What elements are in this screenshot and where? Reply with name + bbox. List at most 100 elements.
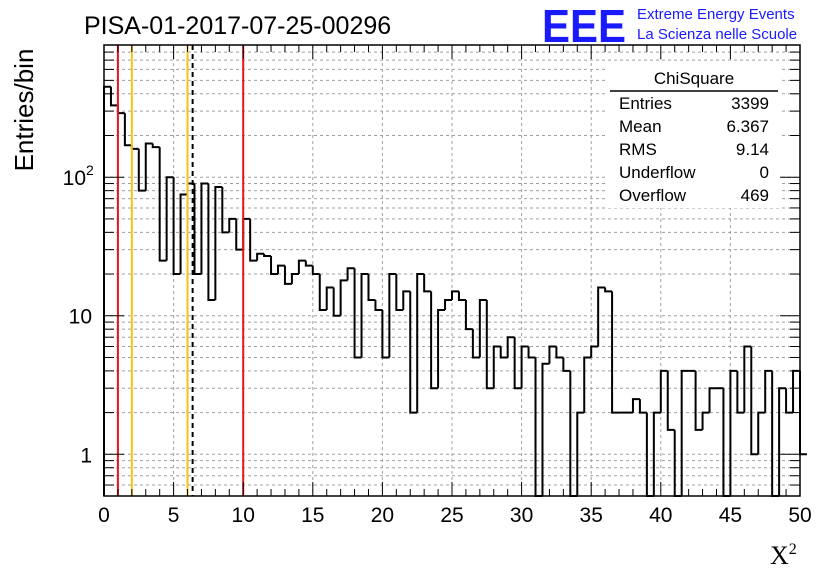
histogram-bin [638, 399, 647, 414]
eee-logo: EEE [542, 0, 626, 52]
x-tick-label: 10 [232, 504, 255, 527]
histogram-bin [757, 411, 766, 455]
x-tick-label: 40 [649, 504, 672, 527]
histogram-bin [499, 346, 508, 359]
histogram-bin [346, 267, 355, 281]
x-tick-labels: 0 5 10 15 20 25 30 35 40 45 50 [98, 504, 812, 527]
histogram-bin [659, 369, 668, 413]
histogram-bin [193, 183, 202, 276]
histogram-bin [116, 105, 125, 115]
histogram-bin [332, 287, 341, 317]
histogram-bin [694, 370, 703, 431]
histogram-bin [270, 255, 278, 276]
histogram-bin [235, 218, 244, 251]
logo-subtitle-1: Extreme Energy Events [637, 6, 795, 23]
histogram-bin [652, 411, 661, 496]
histogram-bin [207, 183, 216, 301]
logo-subtitle-2: La Scienza nelle Scuole [637, 26, 797, 43]
histogram-bin [221, 186, 230, 234]
histogram-bin [277, 264, 285, 275]
histogram-bin [290, 273, 299, 284]
histogram-bin [485, 299, 494, 390]
histogram-bin [750, 346, 759, 456]
stats-label: Overflow [619, 186, 687, 205]
histogram-bin [680, 369, 689, 496]
x-tick-label: 30 [510, 504, 533, 527]
histogram-bin [527, 346, 536, 359]
histogram-bin [743, 345, 752, 413]
stats-box: ChiSquare Entries 3399 Mean 6.367 RMS 9.14 Und… [608, 62, 780, 208]
histogram-bin [729, 369, 738, 496]
histogram-bin [256, 252, 265, 261]
histogram-bin [409, 291, 418, 414]
histogram-bin [353, 268, 362, 359]
x-tick-label: 50 [788, 504, 811, 527]
x-tick-label: 35 [580, 504, 603, 527]
grid [104, 44, 800, 497]
histogram-bin [283, 265, 292, 285]
histogram-bin [402, 290, 411, 311]
histogram-bin [451, 290, 459, 300]
x-tick-label: 5 [168, 504, 180, 527]
histogram-bin [722, 388, 731, 497]
x-axis-title: X2 [770, 541, 797, 570]
histogram-bin [151, 143, 160, 149]
histogram-bin [541, 362, 550, 496]
x-tick-label: 25 [440, 504, 463, 527]
y-tick-label: 1 [80, 444, 92, 467]
histogram-bin [771, 370, 780, 497]
histogram-bin [360, 273, 369, 358]
y-tick-label-exponent: 2 [86, 162, 94, 178]
histogram-bin [297, 259, 306, 275]
histogram-bin [597, 286, 606, 347]
histogram-bin [214, 185, 223, 300]
histogram-bin [103, 85, 111, 496]
histogram-bin [200, 182, 209, 275]
histogram-bin [137, 148, 146, 192]
histogram-bin [109, 86, 118, 107]
histogram-bin [764, 369, 773, 413]
histogram-bin [179, 193, 188, 275]
histogram-bin [792, 369, 800, 413]
histogram-bin [304, 260, 313, 267]
stats-title: ChiSquare [654, 69, 734, 88]
histogram-bin [590, 345, 599, 358]
histogram-bin [513, 337, 522, 390]
histogram-bin [416, 273, 425, 413]
stats-value: 469 [741, 186, 769, 205]
x-tick-label: 20 [371, 504, 394, 527]
histogram-bin [569, 370, 578, 497]
histogram-bin [430, 291, 439, 390]
histogram-bin [576, 411, 585, 496]
stats-value: 6.367 [726, 117, 769, 136]
histogram-bin [492, 345, 501, 389]
histogram-bin [708, 387, 717, 413]
stats-label: Underflow [619, 163, 696, 182]
stats-value: 3399 [731, 94, 769, 113]
histogram-bin [388, 273, 397, 358]
histogram-bin [506, 336, 515, 358]
histogram-bin [562, 357, 571, 372]
histogram-bin [666, 370, 675, 431]
run-title: PISA-01-2017-07-25-00296 [84, 12, 391, 40]
histogram-bin [444, 298, 452, 311]
histogram-bin [311, 265, 320, 276]
histogram-bin [583, 356, 592, 413]
histogram-bin [318, 274, 327, 312]
histogram-bin [325, 286, 334, 311]
stats-label: Entries [619, 94, 672, 113]
stats-value: 9.14 [736, 140, 769, 159]
histogram-bin [395, 274, 404, 312]
stats-value: 0 [760, 163, 769, 182]
histogram-bin [778, 387, 787, 496]
histogram-bin [158, 147, 167, 262]
histogram-bin [367, 274, 376, 301]
stats-rows: Entries 3399 Mean 6.367 RMS 9.14 Underflow 0 Ove… [619, 94, 769, 205]
stats-box-background [608, 62, 780, 208]
histogram-bin [548, 345, 557, 364]
histogram-bin [478, 298, 487, 358]
histogram-bin [437, 309, 446, 389]
histogram-bin [534, 357, 543, 497]
histogram-bin [263, 253, 272, 257]
